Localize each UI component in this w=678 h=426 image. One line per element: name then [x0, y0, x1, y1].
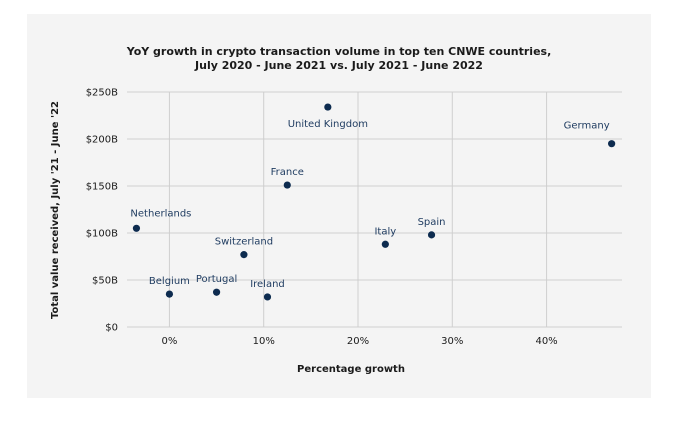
point-italy	[381, 240, 389, 248]
y-tick-label: $0	[105, 323, 118, 334]
x-axis-ticks: 0% 10% 20% 30% 40%	[161, 336, 557, 347]
x-tick-label: 30%	[441, 336, 463, 347]
y-tick-label: $150B	[86, 182, 118, 193]
point-switzerland	[240, 251, 248, 259]
point-belgium	[165, 290, 174, 298]
chart-title: YoY growth in crypto transaction volume …	[126, 45, 552, 58]
point-label-netherlands: Netherlands	[130, 208, 191, 219]
point-label-portugal: Portugal	[196, 274, 237, 285]
point-germany	[608, 140, 616, 148]
point-france	[283, 181, 291, 189]
y-tick-label: $100B	[86, 229, 118, 240]
y-tick-label: $250B	[86, 88, 118, 99]
point-netherlands	[132, 224, 141, 232]
x-tick-label: 0%	[161, 336, 177, 347]
point-label-united-kingdom: United Kingdom	[288, 119, 368, 130]
point-united-kingdom	[324, 103, 332, 111]
chart-subtitle: July 2020 - June 2021 vs. July 2021 - Ju…	[194, 59, 483, 72]
x-tick-label: 20%	[347, 336, 369, 347]
point-spain	[427, 231, 436, 239]
point-label-germany: Germany	[564, 121, 610, 132]
x-axis-label: Percentage growth	[297, 364, 405, 375]
point-label-belgium: Belgium	[149, 276, 190, 287]
x-tick-label: 40%	[535, 336, 557, 347]
grid	[127, 91, 622, 328]
point-label-spain: Spain	[418, 217, 446, 228]
point-label-italy: Italy	[374, 226, 396, 237]
y-tick-label: $50B	[92, 276, 118, 287]
point-ireland	[263, 293, 272, 301]
y-axis-label: Total value received, July '21 - June '2…	[50, 101, 61, 319]
point-portugal	[212, 288, 221, 296]
y-axis-ticks: $0 $50B $100B $150B $200B $250B	[86, 88, 118, 334]
x-tick-label: 10%	[253, 336, 275, 347]
point-label-ireland: Ireland	[250, 279, 285, 290]
y-tick-label: $200B	[86, 135, 118, 146]
point-label-france: France	[271, 167, 304, 178]
point-label-switzerland: Switzerland	[215, 237, 273, 248]
data-points: United Kingdom Germany France Netherlands Sp…	[130, 103, 616, 301]
